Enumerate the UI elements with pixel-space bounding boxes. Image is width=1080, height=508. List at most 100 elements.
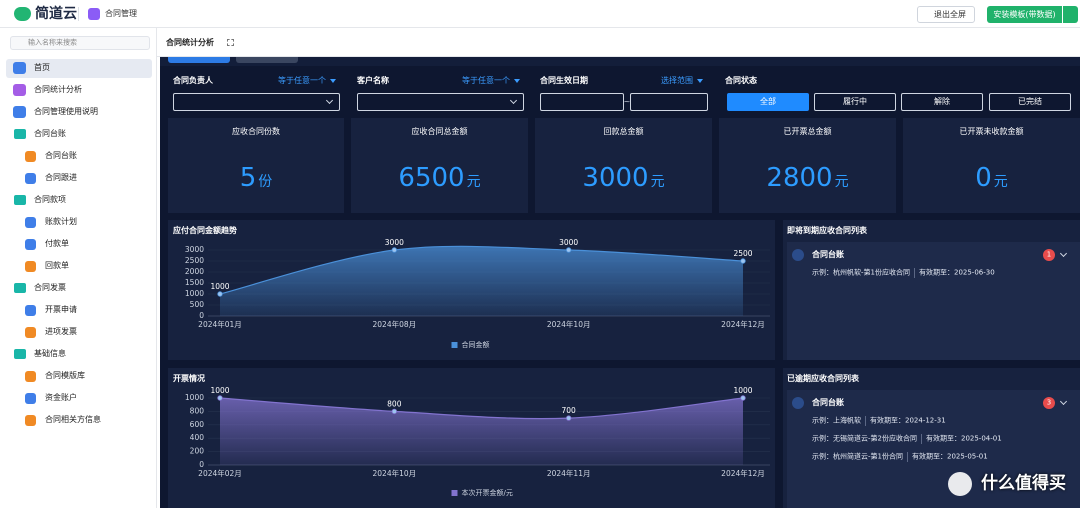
- nav-group[interactable]: 合同台账: [34, 129, 66, 138]
- group-icon: [792, 397, 804, 409]
- group-icon: [792, 249, 804, 261]
- status-label[interactable]: 解除: [934, 97, 950, 106]
- count-badge: [1043, 249, 1055, 261]
- nav-item[interactable]: 资金账户: [45, 393, 77, 402]
- folder-icon: [14, 195, 26, 205]
- nav-item[interactable]: 账款计划: [45, 217, 77, 226]
- list-item-name[interactable]: 示例：杭州简道云-第1份合同: [812, 452, 903, 461]
- status-button[interactable]: [989, 93, 1071, 111]
- dashboard-tab-active[interactable]: [168, 57, 230, 63]
- kpi-value: 2800 元: [766, 165, 848, 191]
- kpi-label: 回款总金额: [603, 127, 644, 136]
- dashboard-tabs: [160, 57, 1080, 66]
- nav-item[interactable]: 进项发票: [45, 327, 77, 336]
- kpi-number: 6500: [398, 163, 465, 193]
- page-tab[interactable]: 合同统计分析: [166, 38, 214, 47]
- kpi-unit: 份: [258, 174, 273, 190]
- count-badge: [1043, 397, 1055, 409]
- folder-icon: [14, 283, 26, 293]
- date-input[interactable]: [540, 93, 624, 111]
- watermark-logo: [948, 472, 972, 496]
- list-group[interactable]: 合同台账: [812, 250, 844, 259]
- status-button[interactable]: [727, 93, 809, 111]
- chart-title: 开票情况: [173, 374, 205, 383]
- exit-fullscreen-label[interactable]: 退出全屏: [934, 9, 966, 19]
- chart-panel: [168, 368, 775, 508]
- brand-logo: [14, 7, 31, 21]
- nav-item[interactable]: 开票申请: [45, 305, 77, 314]
- nav-child-icon: [25, 216, 36, 228]
- search-placeholder[interactable]: 输入名称来搜索: [28, 38, 77, 47]
- list-item-name[interactable]: 示例：杭州帆软-第1份应收合同: [812, 268, 910, 277]
- count-badge-label: 3: [1046, 398, 1052, 407]
- kpi-card: [903, 118, 1080, 213]
- filter-operator[interactable]: 等于任意一个: [462, 76, 510, 85]
- install-label[interactable]: 安装模板(带数据): [993, 9, 1056, 19]
- list-item-name[interactable]: 示例：无锡简道云-第2份应收合同: [812, 434, 917, 443]
- install-button[interactable]: [987, 6, 1062, 23]
- select-input[interactable]: [173, 93, 340, 111]
- list-item-expiry: 有效期至：2024-12-31: [870, 416, 946, 425]
- nav-child-icon: [25, 370, 36, 382]
- list-card: [787, 242, 1080, 360]
- nav-icon: [13, 62, 26, 74]
- kpi-label: 应收合同份数: [232, 127, 280, 136]
- kpi-number: 0: [975, 163, 992, 193]
- nav-child-icon: [25, 414, 36, 426]
- nav-item[interactable]: 合同管理使用说明: [34, 107, 98, 116]
- nav-group[interactable]: 合同发票: [34, 283, 66, 292]
- kpi-unit: 元: [993, 174, 1008, 190]
- filter-label: 合同生效日期: [540, 76, 588, 85]
- kpi-label: 已开票总金额: [783, 127, 832, 136]
- filter-label: 合同负责人: [173, 76, 213, 85]
- date-separator: ~: [623, 97, 631, 106]
- nav-group[interactable]: 合同款项: [34, 195, 66, 204]
- folder-icon: [14, 129, 26, 139]
- app-name: 合同管理: [105, 9, 137, 18]
- select-input[interactable]: [357, 93, 524, 111]
- nav-item[interactable]: 合同跟进: [45, 173, 77, 182]
- page-header: [157, 28, 1080, 57]
- list-item-expiry: 有效期至：2025-04-01: [925, 434, 1002, 443]
- count-badge-label: 1: [1046, 250, 1052, 259]
- status-label[interactable]: 履行中: [843, 97, 867, 106]
- list-item-name[interactable]: 示例：上海帆软: [812, 416, 861, 425]
- status-label[interactable]: 已完结: [1018, 97, 1042, 106]
- exit-fullscreen-button[interactable]: [917, 6, 975, 23]
- nav-item[interactable]: 合同相关方信息: [45, 415, 101, 424]
- dashboard-tab[interactable]: [236, 57, 298, 63]
- list-group[interactable]: 合同台账: [812, 398, 844, 407]
- nav-item[interactable]: 合同台账: [45, 151, 77, 160]
- install-dropdown[interactable]: [1063, 6, 1078, 23]
- operator-caret: [697, 79, 703, 83]
- nav-item[interactable]: 合同模版库: [45, 371, 85, 380]
- status-label[interactable]: 全部: [760, 97, 776, 106]
- date-input[interactable]: [630, 93, 708, 111]
- kpi-card: [535, 118, 712, 213]
- nav-item[interactable]: 回款单: [45, 261, 69, 270]
- status-button[interactable]: [814, 93, 896, 111]
- status-button[interactable]: [901, 93, 983, 111]
- nav-item[interactable]: 付款单: [45, 239, 69, 248]
- fullscreen-icon[interactable]: [227, 39, 234, 46]
- list-title: 即将到期应收合同列表: [787, 226, 867, 235]
- list-item-expiry: 有效期至：2025-06-30: [918, 268, 995, 277]
- list-card: [787, 390, 1080, 508]
- nav-child-icon: [25, 326, 36, 338]
- app-icon: [88, 8, 100, 20]
- filter-label: 合同状态: [725, 76, 757, 85]
- chart-title: 应付合同金额趋势: [173, 226, 237, 235]
- nav-child-icon: [25, 172, 36, 184]
- nav-item[interactable]: 首页: [34, 63, 50, 72]
- nav-group[interactable]: 基础信息: [34, 349, 66, 358]
- filter-operator[interactable]: 等于任意一个: [278, 76, 326, 85]
- kpi-number: 2800: [766, 163, 833, 193]
- filter-label: 客户名称: [357, 76, 389, 85]
- operator-caret: [514, 79, 520, 83]
- search-box[interactable]: [10, 36, 150, 50]
- filter-operator[interactable]: 选择范围: [661, 76, 693, 85]
- nav-item[interactable]: 合同统计分析: [34, 85, 82, 94]
- folder-icon: [14, 349, 26, 359]
